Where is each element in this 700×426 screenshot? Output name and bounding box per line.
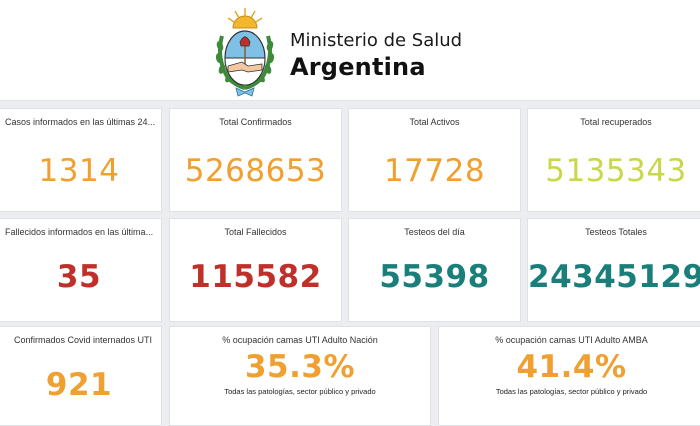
card-tests-total: Testeos Totales 24345129 — [527, 218, 700, 322]
card-title: Total Fallecidos — [224, 227, 287, 237]
card-icu-occupancy-nation: % ocupación camas UTI Adulto Nación 35.3… — [169, 326, 431, 426]
card-title: Total Confirmados — [219, 117, 292, 127]
card-title: Casos informados en las últimas 24... — [5, 117, 156, 127]
argentina-coat-of-arms-icon — [214, 6, 276, 98]
brand-title: Argentina — [290, 53, 426, 81]
card-cases-24h: Casos informados en las últimas 24... 13… — [0, 108, 162, 212]
card-title: Fallecidos informados en las última... — [5, 227, 154, 237]
card-note: Todas las patologías, sector público y p… — [224, 387, 376, 396]
card-title: Testeos del día — [404, 227, 465, 237]
card-value: 55398 — [379, 259, 490, 295]
card-total-active: Total Activos 17728 — [348, 108, 521, 212]
card-value: 5268653 — [184, 153, 327, 189]
card-value: 115582 — [189, 259, 322, 295]
card-title: Confirmados Covid internados UTI — [13, 335, 153, 345]
card-value: 41.4% — [516, 349, 627, 385]
card-icu-covid: Confirmados Covid internados UTI 921 — [0, 326, 162, 426]
card-title: Total Activos — [409, 117, 460, 127]
card-icu-occupancy-amba: % ocupación camas UTI Adulto AMBA 41.4% … — [438, 326, 700, 426]
card-total-recovered: Total recuperados 5135343 — [527, 108, 700, 212]
card-total-confirmed: Total Confirmados 5268653 — [169, 108, 342, 212]
card-value: 5135343 — [545, 153, 687, 189]
card-total-deaths: Total Fallecidos 115582 — [169, 218, 342, 322]
card-title: % ocupación camas UTI Adulto AMBA — [495, 335, 648, 345]
card-value: 35 — [56, 259, 102, 295]
brand-block: Ministerio de Salud Argentina — [290, 30, 462, 82]
card-title: Testeos Totales — [585, 227, 647, 237]
card-value: 921 — [45, 367, 113, 403]
card-title: Total recuperados — [580, 117, 652, 127]
card-note: Todas las patologías, sector público y p… — [495, 387, 648, 396]
card-deaths-24h: Fallecidos informados en las última... 3… — [0, 218, 162, 322]
card-tests-day: Testeos del día 55398 — [348, 218, 521, 322]
brand-subtitle: Ministerio de Salud — [290, 30, 463, 51]
page-header: Ministerio de Salud Argentina — [0, 0, 700, 101]
card-value: 35.3% — [244, 349, 356, 385]
card-value: 17728 — [383, 153, 486, 189]
card-value: 1314 — [38, 153, 120, 189]
card-title: % ocupación camas UTI Adulto Nación — [222, 335, 378, 345]
card-value: 24345129 — [528, 259, 700, 295]
